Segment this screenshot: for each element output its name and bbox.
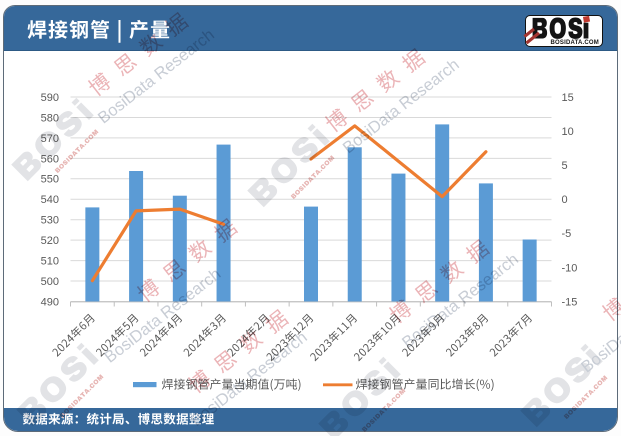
svg-text:500: 500: [41, 276, 59, 288]
svg-text:510: 510: [41, 256, 59, 268]
svg-text:530: 530: [41, 215, 59, 227]
svg-text:BosiData Research: BosiData Research: [101, 265, 224, 367]
svg-text:BosiData Research: BosiData Research: [188, 328, 311, 430]
svg-text:5: 5: [562, 160, 568, 172]
svg-text:-15: -15: [562, 296, 578, 308]
svg-text:550: 550: [41, 174, 59, 186]
svg-text:-5: -5: [562, 228, 572, 240]
svg-text:-10: -10: [562, 262, 578, 274]
svg-text:BOSIDATA.COM: BOSIDATA.COM: [550, 40, 599, 46]
svg-text:590: 590: [41, 92, 59, 104]
svg-text:BosiData Research: BosiData Research: [578, 275, 621, 377]
svg-text:540: 540: [41, 194, 59, 206]
svg-text:490: 490: [41, 296, 59, 308]
svg-text:15: 15: [562, 92, 574, 104]
svg-text:520: 520: [41, 235, 59, 247]
svg-text:10: 10: [562, 126, 574, 138]
svg-text:580: 580: [41, 112, 59, 124]
svg-text:0: 0: [562, 194, 568, 206]
